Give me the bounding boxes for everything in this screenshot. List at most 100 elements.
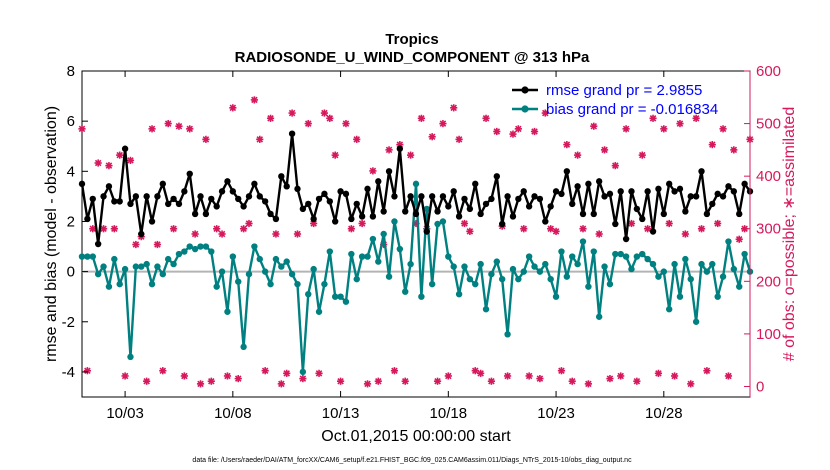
obs-assimilated-marker bbox=[697, 225, 706, 233]
bias-point bbox=[326, 248, 334, 255]
obs-marker-stroke-d2 bbox=[525, 372, 533, 380]
legend: rmse grand pr = 2.9855 bias grand pr = -… bbox=[512, 82, 718, 118]
bias-point bbox=[520, 268, 527, 275]
obs-assimilated-marker bbox=[433, 377, 442, 385]
rmse-point bbox=[132, 193, 140, 200]
obs-assimilated-marker bbox=[169, 225, 178, 233]
obs-assimilated-marker bbox=[148, 125, 156, 133]
bias-point bbox=[439, 218, 447, 225]
rmse-point bbox=[644, 188, 651, 195]
obs-marker-stroke-d2 bbox=[299, 375, 307, 382]
obs-marker-stroke-d2 bbox=[89, 225, 97, 233]
bias-point bbox=[423, 205, 430, 213]
bias-point bbox=[682, 255, 689, 263]
obs-marker-stroke-d2 bbox=[606, 375, 614, 382]
obs-marker-stroke-d2 bbox=[601, 146, 608, 154]
obs-marker-stroke-d2 bbox=[735, 235, 743, 243]
bias-point bbox=[461, 263, 468, 270]
obs-marker-stroke-d2 bbox=[256, 136, 264, 143]
obs-assimilated-marker bbox=[525, 372, 533, 380]
rmse-point bbox=[520, 188, 527, 195]
bias-point bbox=[100, 263, 107, 270]
bias-point bbox=[725, 238, 732, 245]
bias-point bbox=[477, 260, 484, 268]
bias-point bbox=[245, 270, 253, 278]
x-tick-label: 10/28 bbox=[645, 405, 683, 422]
left-y-tick-label: 0 bbox=[67, 264, 75, 281]
obs-marker-stroke-d2 bbox=[568, 377, 576, 385]
bias-point bbox=[703, 268, 711, 275]
obs-assimilated-marker bbox=[627, 219, 636, 228]
obs-marker-stroke-d2 bbox=[638, 151, 646, 159]
rmse-point bbox=[342, 190, 350, 198]
obs-marker-stroke-d2 bbox=[315, 370, 323, 377]
bias-point bbox=[569, 253, 576, 260]
obs-marker-stroke-d2 bbox=[482, 115, 490, 122]
obs-assimilated-marker bbox=[229, 104, 237, 112]
obs-assimilated-marker bbox=[143, 377, 151, 385]
rmse-point bbox=[191, 210, 199, 218]
legend-rmse-marker bbox=[521, 86, 529, 94]
bias-point bbox=[353, 275, 360, 283]
obs-assimilated-marker bbox=[450, 104, 458, 112]
bias-point bbox=[488, 270, 495, 278]
obs-assimilated-marker bbox=[595, 230, 603, 238]
rmse-point bbox=[639, 215, 646, 223]
rmse-point bbox=[595, 178, 603, 185]
right-y-tick-label: 300 bbox=[756, 221, 781, 238]
obs-assimilated-marker bbox=[245, 219, 253, 228]
bias-point bbox=[515, 275, 522, 283]
rmse-point bbox=[423, 228, 430, 235]
obs-assimilated-marker bbox=[487, 377, 496, 385]
obs-assimilated-marker bbox=[121, 372, 129, 380]
obs-marker-stroke-d2 bbox=[450, 104, 457, 112]
rmse-point bbox=[660, 210, 668, 218]
bias-point bbox=[331, 293, 339, 300]
rmse-point bbox=[741, 180, 748, 188]
rmse-point bbox=[525, 203, 533, 210]
obs-marker-stroke-d2 bbox=[622, 125, 630, 133]
left-y-tick-label: 4 bbox=[67, 163, 75, 180]
obs-marker-stroke-d2 bbox=[186, 125, 194, 133]
obs-marker-stroke-d2 bbox=[558, 367, 565, 374]
obs-assimilated-marker bbox=[83, 367, 91, 375]
obs-marker-stroke-d2 bbox=[245, 220, 253, 227]
rmse-point bbox=[418, 193, 425, 200]
rmse-point bbox=[326, 198, 334, 205]
obs-assimilated-marker bbox=[660, 125, 668, 133]
rmse-point bbox=[649, 228, 657, 235]
bias-point bbox=[283, 258, 290, 265]
rmse-point bbox=[736, 210, 743, 218]
obs-marker-stroke-d2 bbox=[644, 225, 651, 233]
bias-point bbox=[121, 265, 129, 273]
rmse-point bbox=[665, 180, 673, 188]
obs-marker-stroke-d2 bbox=[159, 367, 167, 374]
bias-point bbox=[736, 283, 743, 290]
obs-marker-stroke-d2 bbox=[294, 230, 301, 238]
obs-marker-stroke-d2 bbox=[563, 141, 571, 148]
rmse-point bbox=[428, 193, 436, 200]
rmse-point bbox=[121, 145, 129, 152]
obs-assimilated-marker bbox=[552, 227, 560, 235]
bias-point bbox=[655, 273, 662, 280]
rmse-point bbox=[617, 188, 624, 195]
bias-point bbox=[364, 253, 371, 260]
rmse-point bbox=[353, 200, 360, 208]
obs-marker-stroke-d2 bbox=[202, 136, 210, 143]
bias-point bbox=[218, 268, 226, 275]
right-y-tick-label: 600 bbox=[756, 63, 781, 80]
bias-point bbox=[482, 306, 490, 313]
obs-marker-stroke-d2 bbox=[348, 225, 355, 233]
bias-point bbox=[278, 263, 285, 270]
obs-marker-stroke-d2 bbox=[132, 241, 140, 248]
rmse-point bbox=[472, 180, 479, 188]
bias-point bbox=[164, 255, 172, 263]
bias-point bbox=[622, 253, 630, 260]
obs-assimilated-marker bbox=[186, 125, 194, 133]
rmse-point bbox=[579, 210, 587, 218]
obs-assimilated-marker bbox=[336, 377, 345, 385]
rmse-point bbox=[606, 190, 614, 198]
bias-series bbox=[78, 180, 754, 376]
obs-assimilated-marker bbox=[579, 225, 587, 233]
obs-marker-stroke-d2 bbox=[590, 122, 598, 130]
